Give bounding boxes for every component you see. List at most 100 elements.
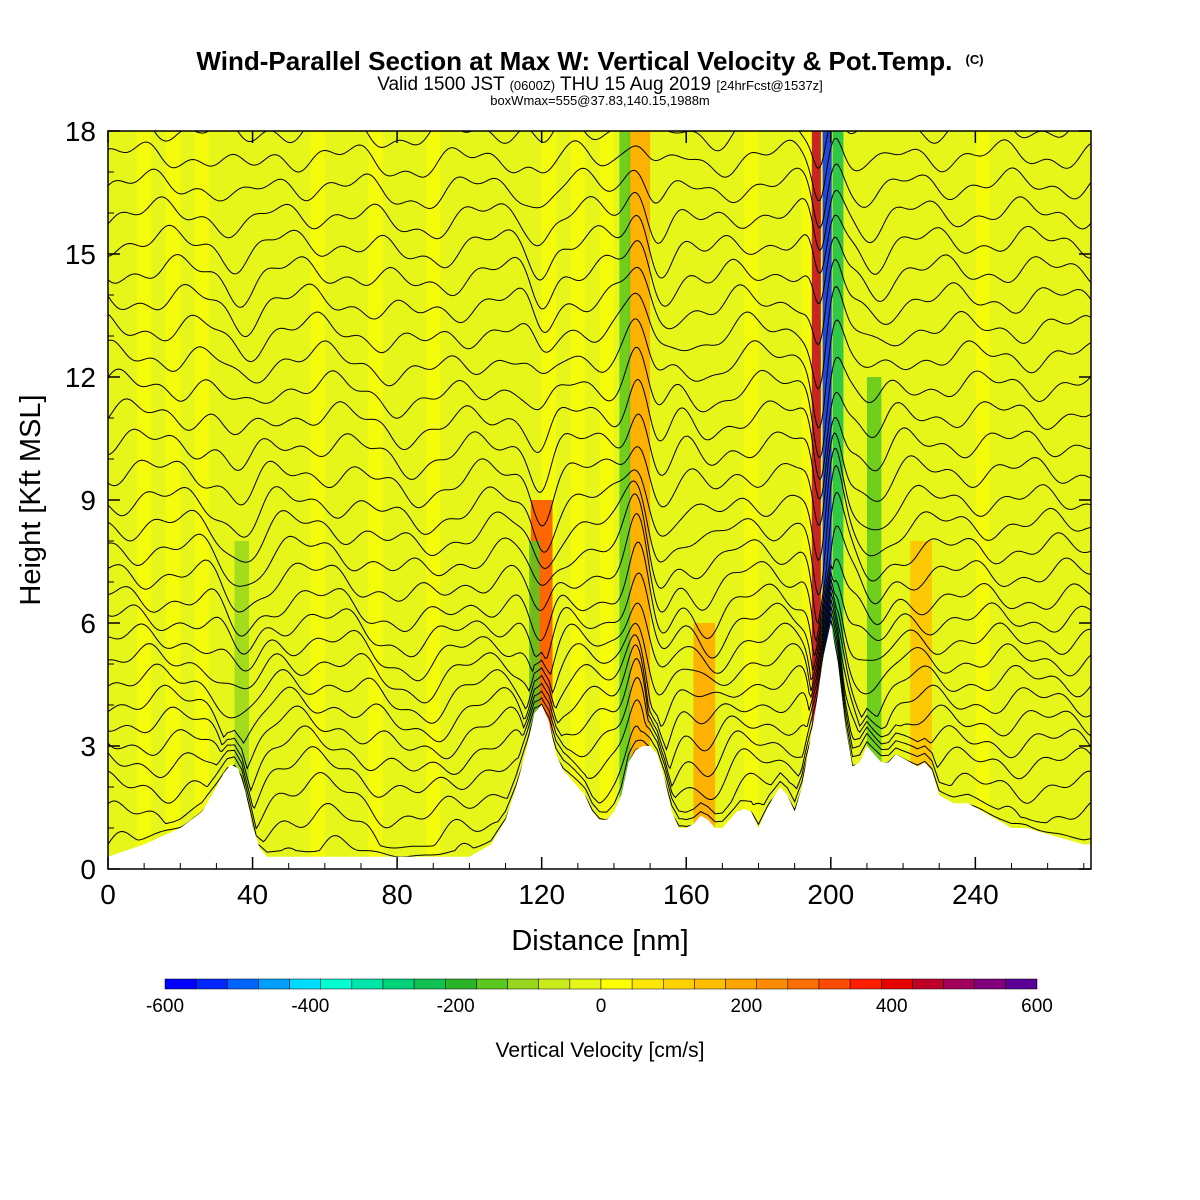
colorbar-swatch: [258, 978, 290, 990]
isentrope-line: [108, 236, 1091, 310]
forecast-info: [24hrFcst@1537z]: [716, 78, 822, 93]
chart-title-text: Wind-Parallel Section at Max W: Vertical…: [196, 46, 952, 76]
valid-time-line: Valid 1500 JST (0600Z) THU 15 Aug 2019 […: [377, 74, 823, 95]
isentrope-line: [108, 638, 1091, 849]
copyright-mark: (C): [966, 52, 984, 67]
background-band: [368, 131, 383, 869]
x-axis: 0 40 80 120 160 200 240: [100, 131, 1085, 910]
colorbar-swatch: [351, 978, 384, 990]
colorbar-tick-label: 200: [730, 996, 762, 1017]
isentrope-line: [108, 578, 1091, 682]
isentrope-contours: [108, 131, 1091, 858]
colorbar-swatch: [382, 978, 415, 990]
y-tick-label: 3: [80, 731, 96, 762]
isentrope-line: [108, 628, 1091, 830]
isentrope-line: [108, 513, 1091, 644]
background-band: [483, 131, 499, 869]
colorbar-swatch: [227, 978, 259, 990]
colorbar-swatch: [413, 978, 446, 990]
colorbar-title: Vertical Velocity [cm/s]: [496, 1039, 705, 1062]
colorbar-swatch: [756, 978, 789, 990]
isentrope-line: [108, 259, 1091, 346]
isentrope-line: [108, 285, 1091, 390]
y-tick-label: 15: [65, 239, 96, 270]
colorbar-tick-label: -200: [437, 996, 475, 1017]
colorbar-swatch: [663, 978, 695, 990]
isentrope-line: [108, 137, 1091, 202]
x-tick-label: 120: [518, 879, 565, 910]
colorbar-swatch: [476, 978, 508, 990]
isentrope-line: [108, 585, 1091, 704]
chart-title: Wind-Parallel Section at Max W: Vertical…: [196, 46, 983, 76]
colorbar-swatch: [538, 978, 571, 990]
y-tick-label: 6: [80, 608, 96, 639]
colorbar-swatch: [631, 978, 664, 990]
plot-area: [108, 131, 1091, 869]
background-band: [281, 131, 296, 869]
colorbar-swatch: [569, 978, 602, 990]
colorbar-swatch: [943, 978, 975, 990]
colorbar-tick-label: 400: [876, 996, 908, 1017]
isentrope-line: [108, 612, 1091, 793]
velocity-feature: [619, 131, 631, 869]
colorbar-swatch: [694, 978, 726, 990]
background-band: [975, 131, 990, 869]
colorbar-swatch: [725, 978, 757, 990]
background-band: [946, 131, 961, 869]
y-tick-label: 18: [65, 116, 96, 147]
colorbar-tick-label: -400: [291, 996, 329, 1017]
isentrope-line: [108, 572, 1091, 671]
background-band: [339, 131, 354, 869]
velocity-feature: [529, 541, 540, 869]
colorbar-tick-label: -600: [146, 996, 184, 1017]
colorbar-swatch: [507, 978, 539, 990]
colorbar-swatch: [881, 978, 913, 990]
velocity-field: [108, 131, 1077, 869]
background-band: [888, 131, 904, 869]
valid-prefix: Valid 1500 JST: [377, 74, 505, 95]
background-band: [310, 131, 325, 869]
colorbar-swatch: [787, 978, 820, 990]
velocity-feature: [832, 131, 844, 869]
colorbar-swatch: [849, 978, 882, 990]
isentrope-line: [108, 378, 1091, 481]
colorbar-swatch: [445, 978, 477, 990]
isentrope-line: [108, 432, 1091, 527]
isentrope-line: [108, 592, 1091, 727]
background-band: [570, 131, 586, 869]
colorbar-swatch: [195, 978, 228, 990]
colorbar-tick-label: 600: [1021, 996, 1053, 1017]
colorbar-swatch: [1005, 978, 1038, 990]
y-axis-label: Height [Kft MSL]: [15, 394, 47, 605]
background-band: [599, 131, 614, 869]
x-tick-label: 40: [237, 879, 268, 910]
colorbar-swatch: [600, 978, 633, 990]
isentrope-line: [153, 131, 1070, 169]
isentrope-line: [108, 413, 1091, 501]
background-band: [1004, 131, 1019, 869]
isentrope-line: [108, 447, 1091, 562]
valid-utc: (0600Z): [510, 78, 556, 93]
isentrope-line: [108, 163, 1091, 229]
background-band: [397, 131, 412, 869]
y-tick-label: 12: [65, 362, 96, 393]
background-band: [252, 131, 268, 869]
background-band: [512, 131, 528, 869]
colorbar-swatch: [164, 978, 197, 990]
isentrope-line: [108, 318, 1091, 429]
background-band: [165, 131, 181, 869]
x-axis-label: Distance [nm]: [511, 925, 688, 957]
colorbar-swatch: [912, 978, 944, 990]
isentrope-line: [108, 599, 1091, 752]
background-band: [1033, 131, 1048, 869]
velocity-feature: [811, 131, 821, 869]
background-band: [194, 131, 210, 869]
isentrope-line: [108, 464, 1091, 596]
isentrope-line: [108, 346, 1091, 459]
isentrope-line: [108, 605, 1091, 771]
y-tick-label: 0: [80, 854, 96, 885]
isentrope-line: [108, 189, 1091, 252]
background-band: [426, 131, 441, 869]
y-tick-label: 9: [80, 485, 96, 516]
